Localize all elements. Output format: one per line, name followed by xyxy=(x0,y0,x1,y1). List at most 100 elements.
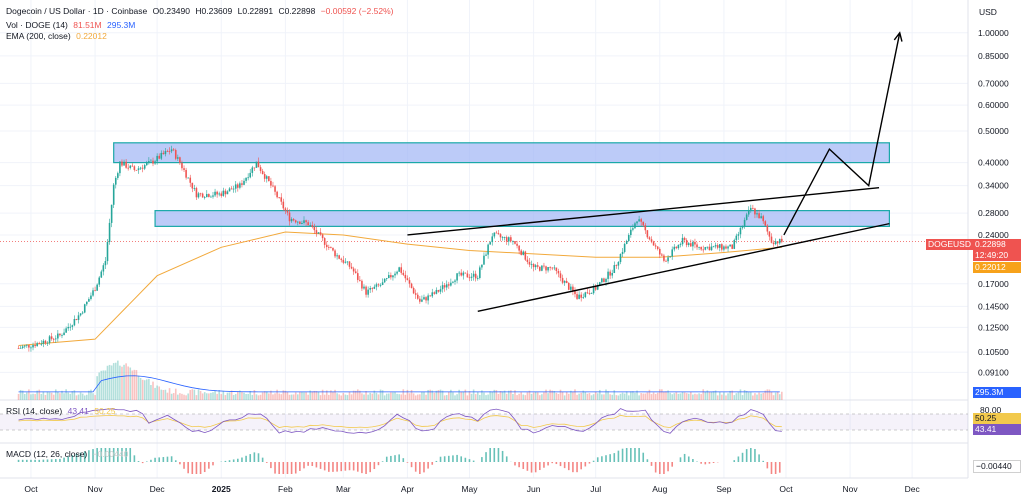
macd-histogram-bar xyxy=(121,448,123,462)
volume-bar xyxy=(518,393,520,400)
candle-body xyxy=(71,325,74,327)
macd-label[interactable]: MACD (12, 26, close) xyxy=(6,449,88,459)
volume-bar xyxy=(481,390,483,400)
macd-histogram-bar xyxy=(501,450,504,462)
candle-body xyxy=(764,221,767,226)
candle-body xyxy=(464,272,467,274)
macd-histogram-bar xyxy=(104,448,107,462)
volume-bar xyxy=(253,390,256,400)
volume-bar xyxy=(303,392,305,400)
candle-body xyxy=(501,237,504,238)
candle-body xyxy=(315,230,318,234)
symbol-line[interactable]: Dogecoin / US Dollar · 1D · Coinbase xyxy=(6,6,148,16)
macd-histogram-bar xyxy=(112,448,115,462)
macd-histogram-bar xyxy=(265,462,268,463)
volume-bar xyxy=(336,393,338,400)
macd-histogram-bar xyxy=(778,462,781,473)
macd-histogram-bar xyxy=(303,462,305,469)
macd-histogram-bar xyxy=(588,462,591,464)
volume-bar xyxy=(141,379,144,400)
macd-histogram-bar xyxy=(174,460,177,462)
volume-bar xyxy=(170,393,173,400)
candle-body xyxy=(28,344,30,348)
volume-bar xyxy=(282,390,285,400)
macd-histogram-bar xyxy=(278,462,280,474)
volume-bar xyxy=(216,393,218,400)
candle-body xyxy=(536,265,539,267)
volume-bar xyxy=(433,392,436,400)
rsi-label[interactable]: RSI (14, close) xyxy=(6,406,63,416)
volume-bar xyxy=(237,391,239,400)
candle-body xyxy=(503,237,506,238)
volume-bar xyxy=(439,389,442,400)
candle-body xyxy=(431,292,434,297)
volume-bar xyxy=(406,389,409,400)
candle-body xyxy=(774,241,777,245)
volume-bar xyxy=(270,390,272,400)
candle-body xyxy=(481,264,483,268)
candle-body xyxy=(553,267,556,269)
candle-body xyxy=(145,162,148,166)
candle-body xyxy=(228,188,231,192)
candle-body xyxy=(177,157,179,159)
macd-histogram-bar xyxy=(419,462,421,474)
macd-histogram-bar xyxy=(505,456,508,462)
volume-bar xyxy=(73,390,76,400)
candle-body xyxy=(344,261,347,263)
macd-histogram-bar xyxy=(212,462,214,466)
candle-body xyxy=(766,225,769,232)
volume-bar xyxy=(259,394,262,400)
macd-histogram-bar xyxy=(170,456,173,462)
volume-bar xyxy=(385,393,388,400)
macd-histogram-bar xyxy=(141,462,144,464)
candle-body xyxy=(642,221,645,226)
y-tick-label: 0.24000 xyxy=(978,230,1009,240)
x-tick-label: Aug xyxy=(652,484,667,494)
macd-histogram-bar xyxy=(294,462,297,474)
candle-body xyxy=(543,265,545,267)
ema-label[interactable]: EMA (200, close) xyxy=(6,31,71,41)
macd-histogram-bar xyxy=(617,450,620,462)
macd-histogram-bar xyxy=(17,459,20,462)
volume-bar xyxy=(148,378,150,400)
volume-bar xyxy=(67,392,69,400)
candle-body xyxy=(650,239,653,242)
macd-histogram-bar xyxy=(555,462,558,465)
candle-body xyxy=(94,290,96,292)
candle-body xyxy=(133,166,136,170)
candle-body xyxy=(185,169,187,178)
candle-body xyxy=(261,170,264,175)
candle-body xyxy=(466,273,469,278)
candle-body xyxy=(625,240,628,244)
macd-histogram-bar xyxy=(683,453,686,462)
macd-histogram-bar xyxy=(559,462,562,467)
candle-body xyxy=(179,157,181,163)
volume-bar xyxy=(650,394,653,400)
candle-body xyxy=(164,151,167,155)
macd-histogram-bar xyxy=(323,462,326,471)
candle-body xyxy=(499,234,502,238)
volume-bar xyxy=(280,394,283,400)
candle-body xyxy=(121,161,123,166)
candle-body xyxy=(125,161,127,168)
candle-body xyxy=(706,246,709,248)
volume-bar xyxy=(557,393,560,400)
volume-bar xyxy=(410,389,413,400)
volume-bar xyxy=(48,392,51,400)
macd-histogram-bar xyxy=(377,462,380,466)
macd-histogram-bar xyxy=(481,457,483,462)
candle-body xyxy=(729,244,731,247)
candle-body xyxy=(290,219,293,222)
volume-bar xyxy=(319,395,322,400)
candle-body xyxy=(526,259,529,262)
volume-bar xyxy=(46,391,49,400)
volume-bar xyxy=(371,393,374,400)
volume-label[interactable]: Vol · DOGE (14) xyxy=(6,20,68,30)
volume-bar xyxy=(714,390,717,400)
volume-bar xyxy=(243,392,245,400)
volume-bar xyxy=(621,392,624,400)
y-tick-label: 0.40000 xyxy=(978,158,1009,168)
candle-body xyxy=(102,265,105,272)
volume-bar xyxy=(567,393,570,400)
